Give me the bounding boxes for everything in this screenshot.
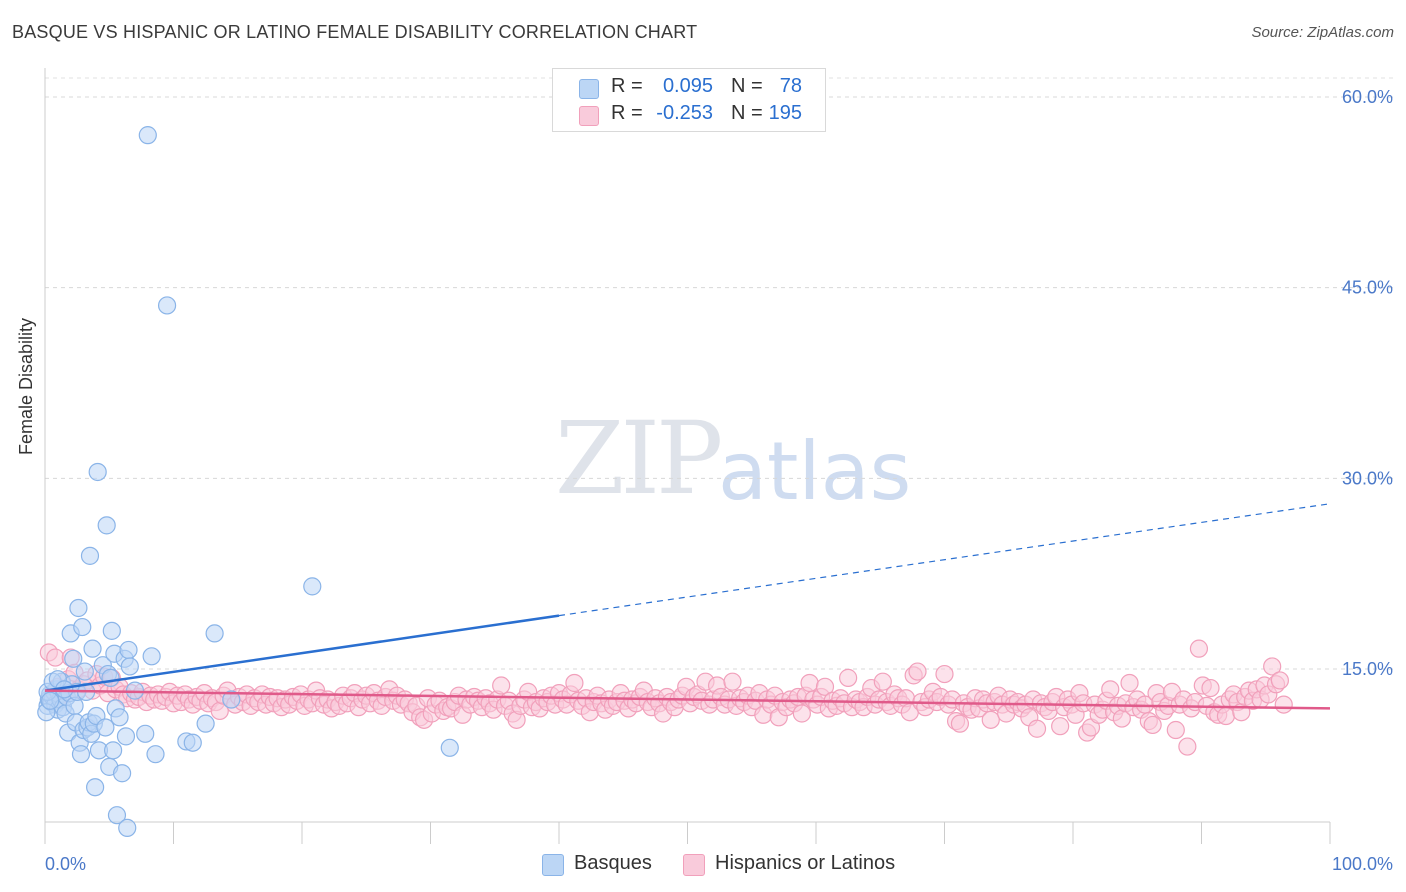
y-tick-label: 60.0% [1342, 87, 1393, 107]
basque-point [72, 746, 89, 763]
basque-point [111, 709, 128, 726]
basque-point [159, 297, 176, 314]
hispanic-point [793, 705, 810, 722]
basque-point [184, 734, 201, 751]
correlation-legend: R = 0.095 N = 78 R = -0.253 N = 195 [552, 68, 826, 132]
legend-r-value: 0.095 [653, 75, 713, 98]
y-tick-label: 30.0% [1342, 468, 1393, 488]
hispanic-point [47, 649, 64, 666]
basque-point [121, 658, 138, 675]
basque-point [102, 669, 119, 686]
basque-point [441, 739, 458, 756]
hispanic-point [1121, 674, 1138, 691]
series-layer [38, 127, 1292, 837]
basque-point [89, 463, 106, 480]
hispanic-point [1102, 681, 1119, 698]
basque-point [147, 746, 164, 763]
bottom-legend-swatch-basques [542, 854, 564, 876]
hispanic-point [1190, 640, 1207, 657]
bottom-legend-label-hispanics: Hispanics or Latinos [715, 852, 895, 875]
hispanic-point [1202, 680, 1219, 697]
basque-point [143, 648, 160, 665]
basque-point [87, 779, 104, 796]
basque-trend-projection [559, 504, 1330, 616]
basque-point [117, 728, 134, 745]
hispanic-point [1179, 738, 1196, 755]
trend-layer [45, 504, 1330, 709]
hispanic-point [1144, 716, 1161, 733]
basque-point [98, 517, 115, 534]
basque-point [139, 127, 156, 144]
basque-point [74, 619, 91, 636]
hispanic-point [724, 673, 741, 690]
basque-point [81, 547, 98, 564]
bottom-legend-label-basques: Basques [574, 852, 652, 875]
basque-point [137, 725, 154, 742]
hispanic-point [1217, 708, 1234, 725]
hispanic-point [566, 674, 583, 691]
legend-n-value: 195 [758, 102, 802, 125]
hispanic-point [1052, 718, 1069, 735]
hispanic-point [982, 711, 999, 728]
legend-n-label: N = [731, 75, 763, 98]
basque-point [42, 692, 59, 709]
legend-r-label: R = [611, 75, 643, 98]
legend-row-hispanics: R = -0.253 N = 195 [553, 102, 825, 128]
hispanic-point [936, 666, 953, 683]
grid-layer [45, 78, 1394, 669]
basque-point [70, 599, 87, 616]
basque-point [114, 765, 131, 782]
legend-n-value: 78 [768, 75, 802, 98]
basque-point [105, 742, 122, 759]
y-tick-label: 45.0% [1342, 278, 1393, 298]
hispanic-point [951, 715, 968, 732]
basque-point [76, 663, 93, 680]
hispanic-point [801, 674, 818, 691]
hispanic-point [909, 663, 926, 680]
x-tick-label: 0.0% [45, 854, 86, 874]
y-tick-label: 15.0% [1342, 659, 1393, 679]
basque-point [84, 640, 101, 657]
hispanic-point [1167, 722, 1184, 739]
axis-layer [45, 68, 1330, 844]
basque-point [120, 641, 137, 658]
hispanic-point [1275, 696, 1292, 713]
hispanic-point [1029, 720, 1046, 737]
legend-swatch-hispanics [579, 106, 599, 126]
basque-point [206, 625, 223, 642]
basque-point [103, 622, 120, 639]
legend-r-value: -0.253 [643, 102, 713, 125]
basque-point [97, 719, 114, 736]
basque-point [119, 819, 136, 836]
x-tick-label: 100.0% [1332, 854, 1393, 874]
hispanic-point [493, 677, 510, 694]
hispanic-point [1271, 672, 1288, 689]
legend-row-basques: R = 0.095 N = 78 [553, 75, 825, 101]
legend-swatch-basques [579, 79, 599, 99]
hispanic-point [840, 669, 857, 686]
bottom-legend-swatch-hispanics [683, 854, 705, 876]
y-axis-label: Female Disability [16, 318, 37, 455]
basque-point [304, 578, 321, 595]
basque-point [197, 715, 214, 732]
legend-r-label: R = [611, 102, 643, 125]
tick-label-layer: 15.0% 30.0% 45.0% 60.0% 0.0% 100.0% [45, 87, 1393, 874]
